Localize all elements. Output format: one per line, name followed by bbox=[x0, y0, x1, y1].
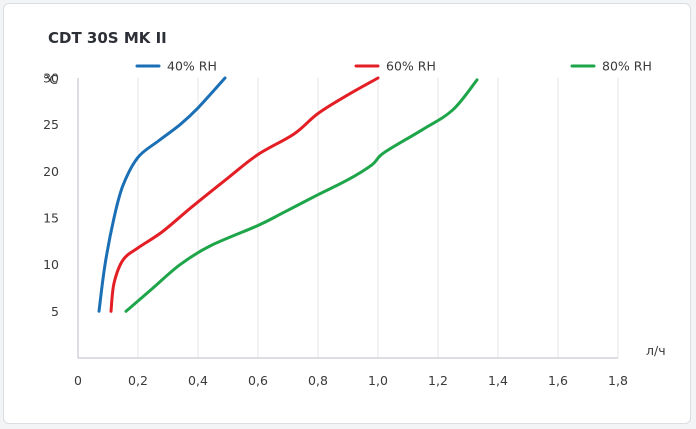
chart-card: CDT 30S MK II bbox=[3, 3, 691, 424]
y-axis-unit: °C bbox=[43, 72, 58, 87]
x-tick-label: 0,2 bbox=[128, 373, 148, 388]
y-tick-label: 15 bbox=[43, 211, 59, 226]
x-tick-label: 1,2 bbox=[428, 373, 448, 388]
x-tick-label: 1,6 bbox=[548, 373, 568, 388]
legend-label: 80% RH bbox=[602, 59, 652, 74]
legend-label: 60% RH bbox=[386, 59, 436, 74]
y-tick-label: 25 bbox=[43, 117, 59, 132]
x-tick-label: 0 bbox=[74, 373, 82, 388]
series-line bbox=[109, 76, 380, 313]
x-tick-label: 0,6 bbox=[248, 373, 268, 388]
x-tick-label: 0,8 bbox=[308, 373, 328, 388]
x-tick-label: 1,4 bbox=[488, 373, 508, 388]
x-tick-label: 0,4 bbox=[188, 373, 208, 388]
chart-title: CDT 30S MK II bbox=[48, 29, 167, 47]
series-line bbox=[97, 76, 227, 313]
y-tick-label: 20 bbox=[43, 164, 59, 179]
y-tick-label: 5 bbox=[51, 304, 59, 319]
y-tick-label: 30 bbox=[43, 71, 59, 86]
series-line bbox=[124, 78, 479, 313]
x-axis-unit: л/ч bbox=[646, 343, 666, 358]
x-tick-label: 1,0 bbox=[368, 373, 388, 388]
x-tick-label: 1,8 bbox=[608, 373, 628, 388]
legend-label: 40% RH bbox=[167, 59, 217, 74]
y-tick-label: 10 bbox=[43, 257, 59, 272]
